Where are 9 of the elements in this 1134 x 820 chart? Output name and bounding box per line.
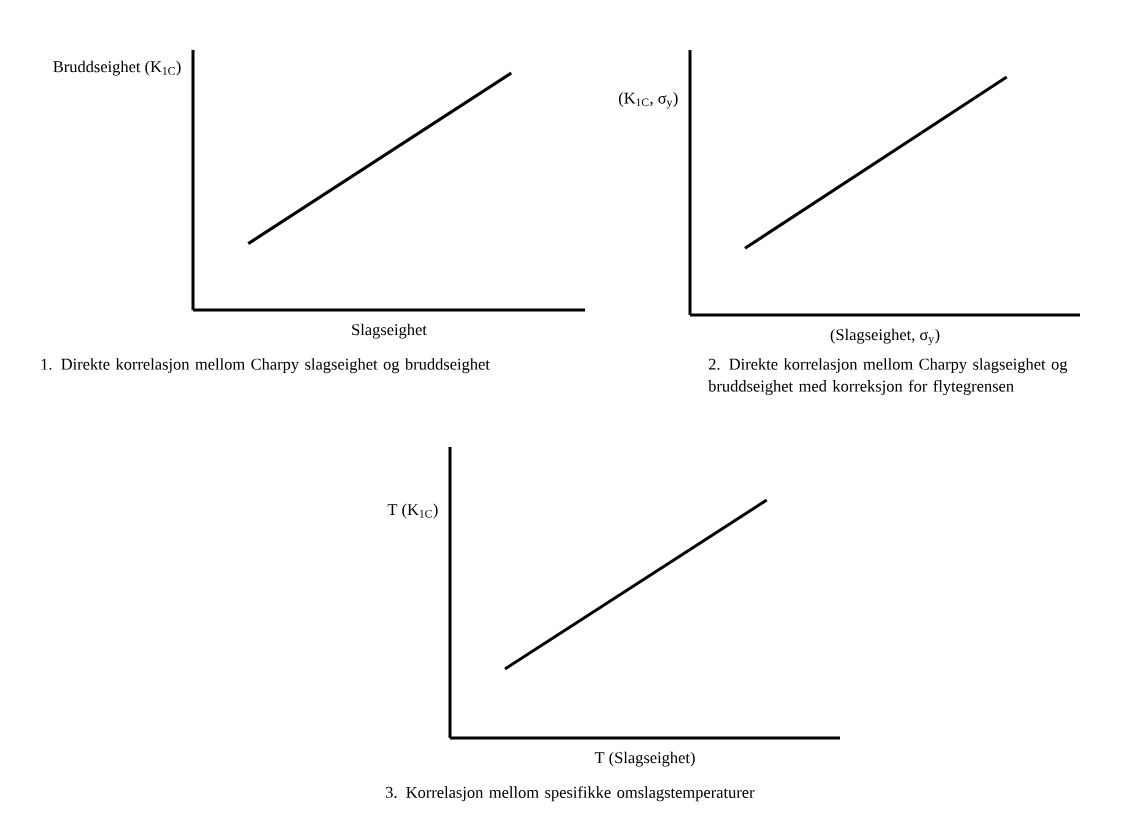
x-axis-title: (Slagseighet, σ$_{y}$) [830,328,940,346]
x-axis-title: Slagseighet [352,323,427,339]
text: 3. Korrelasjon mellom spesifikke omslagstemperaturer [385,786,755,802]
text: 1. Direkte korrelasjon mellom Charpy slagseighet og bruddseighet [41,358,490,374]
y-axis-title: Bruddseighet (K$_{1C}$) [53,60,181,76]
y-axis-title: (K$_{1C}$, σ$_{y}$) [618,92,678,109]
text: 2. Direkte korrelasjon mellom Charpy slagseighet og bruddseighet med korreksjon for flytegrensen [708,358,1068,396]
y-axis-title: T (K$_{1C}$) [387,503,438,519]
x-axis-title: T (Slagseighet) [594,751,695,767]
